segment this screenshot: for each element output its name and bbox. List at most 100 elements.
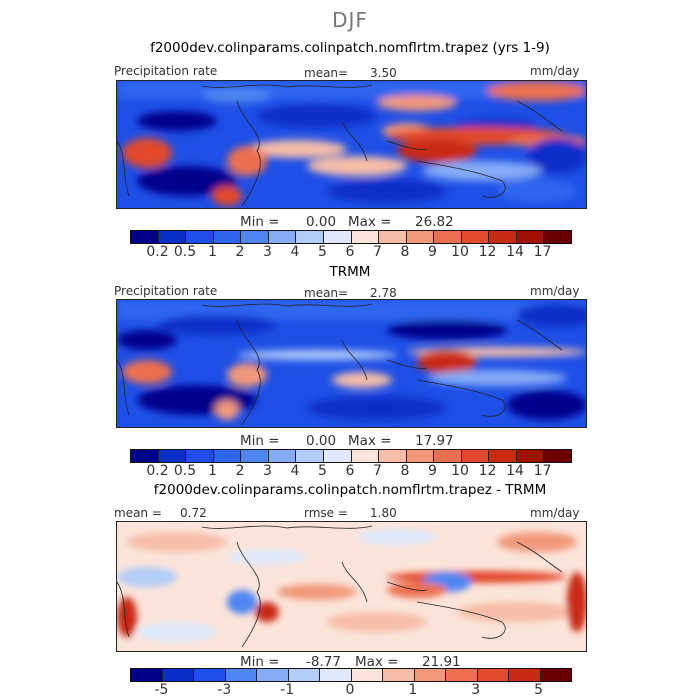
panel1-variable-label: Precipitation rate: [114, 64, 218, 78]
colorbar-tick-label: 17: [533, 244, 552, 260]
colorbar-swatch: [379, 231, 407, 243]
colorbar-swatch: [320, 669, 352, 681]
colorbar-swatch: [434, 450, 462, 462]
panel2-title: TRMM: [329, 264, 371, 280]
panel2-colorbar-labels: 0.2 0.5 1 2 3 4 5 6 7 8 9 10 12 14 17: [130, 463, 572, 479]
colorbar-swatch: [158, 231, 187, 243]
colorbar-swatch: [434, 231, 462, 243]
colorbar-swatch: [158, 450, 187, 462]
colorbar-tick-label: 0.2: [146, 463, 169, 479]
colorbar-swatch: [516, 231, 545, 243]
colorbar-swatch: [186, 231, 214, 243]
colorbar-swatch: [489, 450, 517, 462]
colorbar-tick-label: 6: [345, 463, 355, 479]
panel3-units: mm/day: [530, 506, 580, 520]
panel1-colorbar: [130, 230, 572, 244]
colorbar-tick-label: 6: [345, 244, 355, 260]
panel1-title: f2000dev.colinparams.colinpatch.nomflrtm…: [150, 40, 550, 56]
colorbar-swatch: [406, 231, 435, 243]
colorbar-swatch: [257, 669, 289, 681]
colorbar-swatch: [268, 450, 297, 462]
colorbar-tick-label: 3: [471, 682, 481, 698]
panel1-precip-map: [116, 80, 587, 209]
colorbar-swatch: [351, 669, 383, 681]
colorbar-swatch: [379, 450, 407, 462]
panel2-colorbar: [130, 449, 572, 463]
colorbar-swatch: [288, 669, 320, 681]
panel2-variable-label: Precipitation rate: [114, 284, 218, 298]
colorbar-swatch: [544, 450, 571, 462]
colorbar-tick-label: 4: [290, 244, 300, 260]
colorbar-tick-label: 17: [533, 463, 552, 479]
colorbar-swatch: [544, 231, 571, 243]
panel2-precip-map: [116, 299, 587, 428]
panel3-min-label: Min =: [240, 654, 280, 670]
colorbar-swatch: [406, 450, 435, 462]
colorbar-swatch: [131, 669, 163, 681]
colorbar-swatch: [162, 669, 194, 681]
colorbar-swatch: [383, 669, 415, 681]
colorbar-swatch: [241, 450, 269, 462]
colorbar-tick-label: 1: [208, 244, 217, 260]
colorbar-tick-label: -5: [154, 682, 169, 698]
colorbar-swatch: [489, 231, 517, 243]
colorbar-swatch: [540, 669, 571, 681]
colorbar-tick-label: 10: [451, 244, 469, 260]
colorbar-tick-label: 3: [263, 244, 272, 260]
panel2-max-label: Max =: [348, 433, 392, 449]
colorbar-swatch: [323, 450, 352, 462]
colorbar-swatch: [516, 450, 545, 462]
colorbar-swatch: [446, 669, 478, 681]
colorbar-tick-label: 10: [451, 463, 469, 479]
colorbar-swatch: [296, 450, 324, 462]
colorbar-tick-label: 0.2: [146, 244, 169, 260]
panel1-mean-label: mean=: [304, 66, 349, 80]
colorbar-tick-label: 9: [428, 244, 437, 260]
colorbar-tick-label: 14: [506, 463, 524, 479]
panel3-colorbar-labels: -5 -3 -1 0 1 3 5: [130, 682, 572, 698]
panel1-colorbar-labels: 0.2 0.5 1 2 3 4 5 6 7 8 9 10 12 14 17: [130, 244, 572, 260]
panel1-min-label: Min =: [240, 214, 280, 230]
panel3-min-value: -8.77: [306, 654, 341, 670]
colorbar-tick-label: 14: [506, 244, 524, 260]
panel3-max-label: Max =: [355, 654, 399, 670]
panel3-rmse-value: 1.80: [370, 506, 397, 520]
colorbar-swatch: [477, 669, 509, 681]
colorbar-tick-label: -1: [280, 682, 295, 698]
panel2-max-value: 17.97: [415, 433, 454, 449]
panel1-max-label: Max =: [348, 214, 392, 230]
colorbar-tick-label: 5: [534, 682, 544, 698]
colorbar-tick-label: 8: [400, 463, 410, 479]
colorbar-swatch: [323, 231, 352, 243]
panel2-units: mm/day: [530, 284, 580, 298]
colorbar-swatch: [213, 231, 242, 243]
colorbar-tick-label: 1: [408, 682, 418, 698]
colorbar-swatch: [414, 669, 446, 681]
panel3-mean-label: mean =: [114, 506, 162, 520]
panel3-title: f2000dev.colinparams.colinpatch.nomflrtm…: [153, 482, 547, 498]
colorbar-tick-label: 7: [373, 244, 382, 260]
colorbar-tick-label: -3: [217, 682, 232, 698]
colorbar-swatch: [131, 450, 159, 462]
panel3-max-value: 21.91: [422, 654, 461, 670]
colorbar-swatch: [131, 231, 159, 243]
colorbar-tick-label: 5: [318, 244, 327, 260]
colorbar-tick-label: 2: [235, 244, 245, 260]
colorbar-swatch: [225, 669, 257, 681]
colorbar-swatch: [296, 231, 324, 243]
colorbar-tick-label: 12: [478, 463, 497, 479]
colorbar-tick-label: 5: [318, 463, 327, 479]
colorbar-swatch: [509, 669, 541, 681]
colorbar-tick-label: 12: [478, 244, 497, 260]
colorbar-tick-label: 3: [263, 463, 272, 479]
panel2-mean-value: 2.78: [370, 286, 397, 300]
colorbar-swatch: [461, 450, 490, 462]
colorbar-swatch: [241, 231, 269, 243]
colorbar-tick-label: 0.5: [173, 244, 197, 260]
panel3-difference-map: [116, 521, 587, 652]
colorbar-swatch: [351, 450, 380, 462]
panel1-min-value: 0.00: [306, 214, 337, 230]
panel1-max-value: 26.82: [415, 214, 454, 230]
colorbar-swatch: [194, 669, 226, 681]
panel2-mean-label: mean=: [304, 286, 349, 300]
